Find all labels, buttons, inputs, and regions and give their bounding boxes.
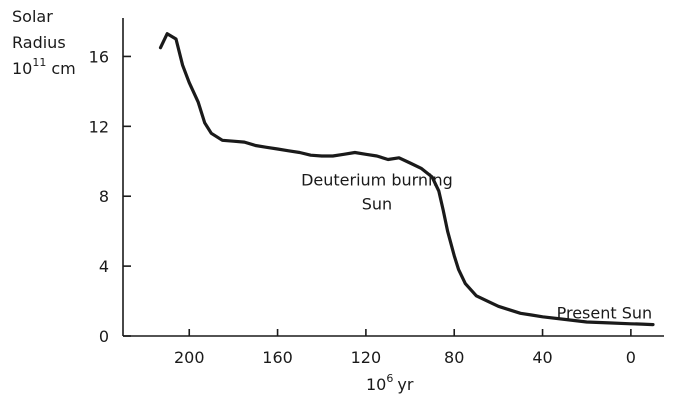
x-axis-title-suffix: yr: [397, 375, 413, 394]
x-tick-label: 200: [174, 348, 205, 367]
x-axis-ticks: 200 160 120 80 40 0: [174, 329, 636, 367]
y-tick-label: 16: [89, 47, 109, 66]
y-axis-title-line2: Radius: [12, 33, 66, 52]
x-tick-label: 80: [444, 348, 464, 367]
y-tick-label: 8: [99, 187, 109, 206]
y-axis-unit-exp: 11: [32, 56, 46, 69]
annotation-text: Present Sun: [557, 304, 653, 323]
y-tick-label: 12: [89, 117, 109, 136]
y-axis-unit-suffix: cm: [51, 59, 75, 78]
y-axis-ticks: 0 4 8 12 16: [89, 47, 131, 346]
y-axis-title-line1: Solar: [12, 7, 53, 26]
y-axis-unit-base: 10: [12, 59, 32, 78]
y-tick-label: 0: [99, 327, 109, 346]
x-tick-label: 40: [532, 348, 552, 367]
annotation-text: Deuterium burning: [301, 171, 453, 190]
x-axis-title: 106 yr: [366, 372, 414, 394]
x-tick-label: 120: [351, 348, 382, 367]
chart-annotations: Deuterium burning Sun Present Sun: [301, 171, 652, 323]
y-axis-unit: 1011 cm: [12, 56, 76, 78]
annotation-text: Sun: [362, 195, 392, 214]
x-axis-title-base: 10: [366, 375, 386, 394]
x-axis-title-exp: 6: [386, 372, 393, 385]
x-tick-label: 0: [626, 348, 636, 367]
y-tick-label: 4: [99, 257, 109, 276]
solar-radius-series-line: [158, 32, 655, 327]
x-tick-label: 160: [262, 348, 293, 367]
